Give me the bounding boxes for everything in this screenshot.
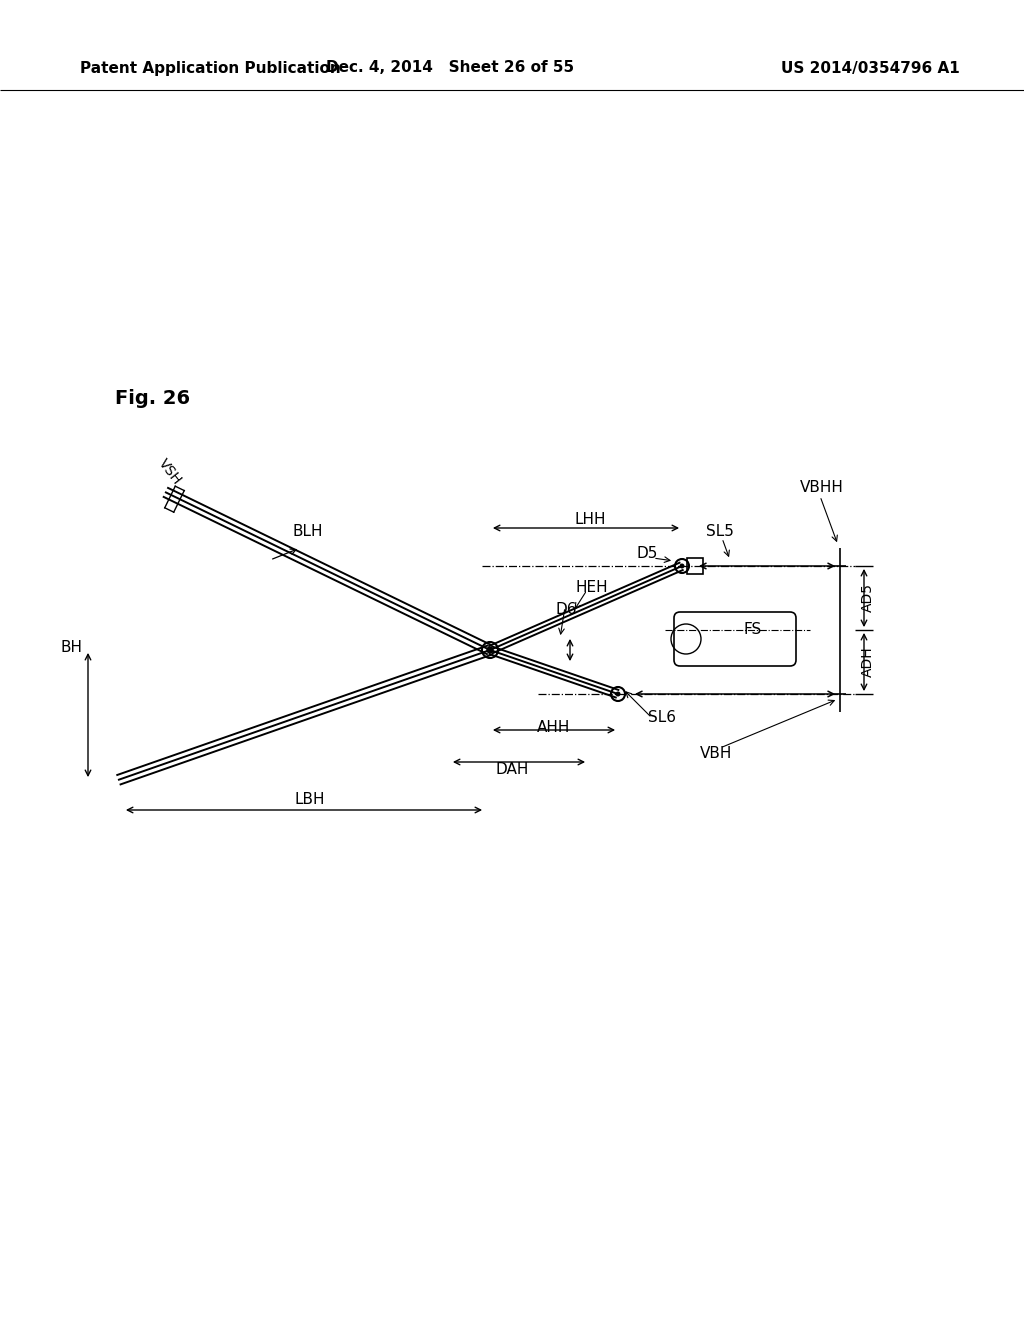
Text: HEH: HEH	[575, 581, 608, 595]
Circle shape	[615, 692, 621, 697]
Text: LBH: LBH	[295, 792, 326, 808]
Text: ADH: ADH	[861, 647, 874, 677]
Text: US 2014/0354796 A1: US 2014/0354796 A1	[780, 61, 959, 75]
Text: LHH: LHH	[574, 512, 606, 528]
Text: Dec. 4, 2014   Sheet 26 of 55: Dec. 4, 2014 Sheet 26 of 55	[326, 61, 574, 75]
Circle shape	[487, 647, 493, 653]
Text: BLH: BLH	[293, 524, 324, 540]
Text: D5: D5	[636, 545, 657, 561]
Text: SL6: SL6	[648, 710, 676, 726]
Text: FS: FS	[743, 623, 762, 638]
Text: DAH: DAH	[496, 763, 528, 777]
Text: Patent Application Publication: Patent Application Publication	[80, 61, 341, 75]
Bar	[687, 558, 703, 574]
Text: VSH: VSH	[156, 457, 184, 487]
Text: VBH: VBH	[699, 747, 732, 762]
Text: D6: D6	[555, 602, 577, 618]
Circle shape	[680, 564, 684, 569]
Text: Fig. 26: Fig. 26	[115, 388, 190, 408]
Text: AD5: AD5	[861, 582, 874, 611]
Text: VBHH: VBHH	[800, 480, 844, 495]
Text: SL5: SL5	[707, 524, 734, 540]
Text: BH: BH	[61, 640, 83, 656]
Text: AHH: AHH	[538, 721, 570, 735]
